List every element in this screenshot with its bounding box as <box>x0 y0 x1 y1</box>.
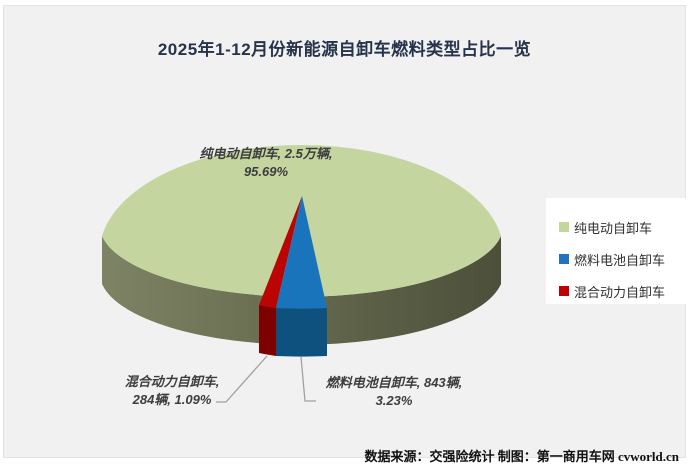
slice-pure-electric-side <box>102 236 501 345</box>
legend-swatch-fuel-cell-icon <box>559 254 569 264</box>
legend-label-fuel-cell: 燃料电池自卸车 <box>574 252 666 268</box>
legend-item-hybrid: 混合动力自卸车 <box>559 275 686 307</box>
data-label-fuel-cell-line2: 3.23% <box>375 393 413 408</box>
legend-item-fuel-cell: 燃料电池自卸车 <box>559 243 686 275</box>
slice-fuel-cell-side <box>276 308 327 357</box>
data-label-hybrid-line1: 混合动力自卸车, <box>124 374 220 389</box>
data-label-fuel-cell: 燃料电池自卸车, 843辆, 3.23% <box>296 374 492 410</box>
legend-item-pure-electric: 纯电动自卸车 <box>559 211 686 243</box>
source-credit: 数据来源：交强险统计 制图：第一商用车网 cvworld.cn <box>364 449 679 464</box>
leader-line-fuel-cell <box>300 356 316 402</box>
legend-swatch-pure-electric-icon <box>559 222 569 232</box>
slice-hybrid-side <box>259 305 276 356</box>
slice-fuel-cell-top <box>276 196 327 309</box>
data-label-pure-electric-line1: 纯电动自卸车, 2.5万辆, <box>199 146 333 161</box>
pie-chart <box>102 144 501 403</box>
data-label-pure-electric: 纯电动自卸车, 2.5万辆, 95.69% <box>146 145 386 181</box>
chart-title: 2025年1-12月份新能源自卸车燃料类型占比一览 <box>157 40 532 59</box>
leader-line-hybrid <box>216 355 268 403</box>
legend-label-pure-electric: 纯电动自卸车 <box>574 220 653 236</box>
legend: 纯电动自卸车 燃料电池自卸车 混合动力自卸车 <box>546 198 686 304</box>
data-label-pure-electric-line2: 95.69% <box>243 164 289 179</box>
data-label-hybrid: 混合动力自卸车, 284辆, 1.09% <box>74 373 270 409</box>
slice-hybrid-top <box>259 196 302 308</box>
legend-swatch-hybrid-icon <box>559 286 569 296</box>
data-label-hybrid-line2: 284辆, 1.09% <box>132 392 212 407</box>
chart-background: 2025年1-12月份新能源自卸车燃料类型占比一览 纯电动自卸车, 2.5万辆, <box>3 5 686 464</box>
data-label-fuel-cell-line1: 燃料电池自卸车, 843辆, <box>325 375 463 390</box>
legend-label-hybrid: 混合动力自卸车 <box>574 284 666 300</box>
